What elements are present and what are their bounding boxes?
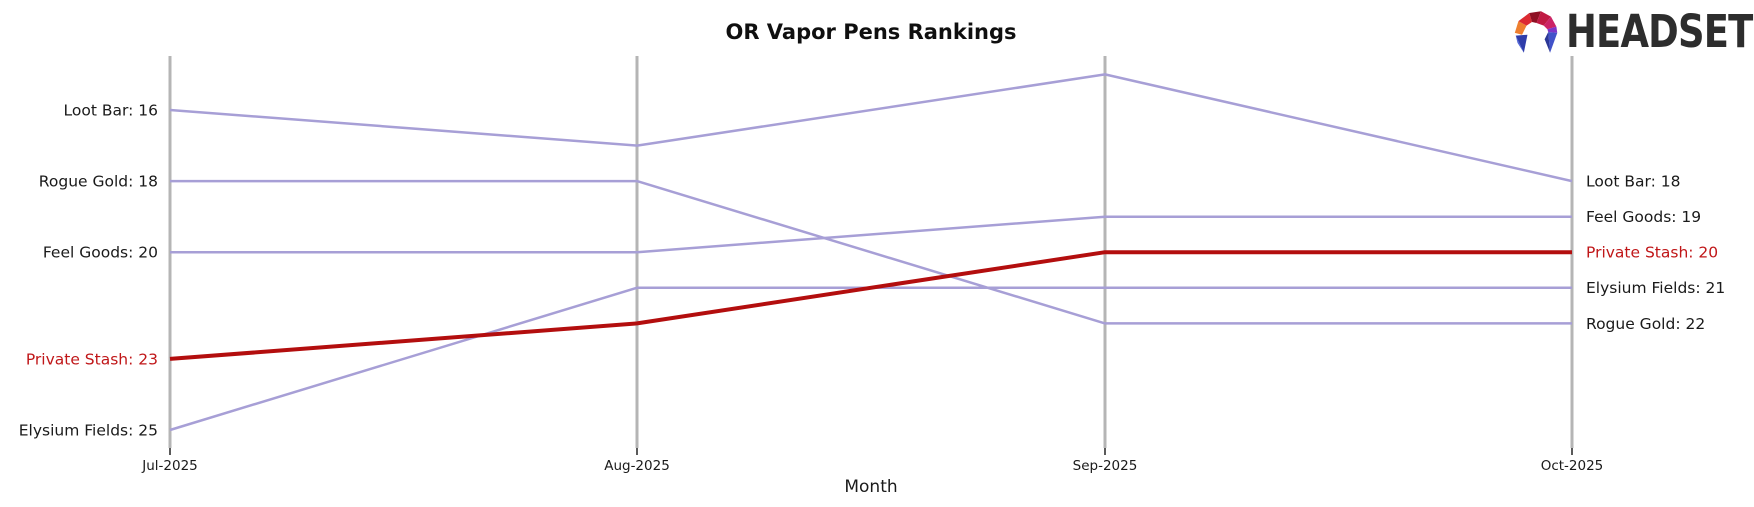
x-tick-label-oct-2025: Oct-2025 [1541, 458, 1604, 474]
left-label-private-stash: Private Stash: 23 [26, 350, 158, 368]
series-line-elysium-fields [169, 286, 1572, 432]
left-label-feel-goods: Feel Goods: 20 [43, 244, 158, 262]
headset-logo: HEADSET [1513, 8, 1754, 56]
series-line-loot-bar [169, 73, 1573, 183]
right-label-private-stash: Private Stash: 20 [1586, 244, 1718, 262]
x-axis-title: Month [844, 477, 898, 497]
left-label-rogue-gold: Rogue Gold: 18 [39, 173, 158, 191]
x-tick-label-aug-2025: Aug-2025 [604, 458, 670, 474]
chart-title: OR Vapor Pens Rankings [725, 20, 1017, 44]
left-label-elysium-fields: Elysium Fields: 25 [19, 421, 158, 439]
series-line-feel-goods [170, 215, 1572, 254]
headset-logo-icon [1514, 11, 1558, 53]
series-line-rogue-gold [170, 179, 1572, 325]
right-label-rogue-gold: Rogue Gold: 22 [1586, 315, 1705, 333]
right-label-elysium-fields: Elysium Fields: 21 [1586, 279, 1725, 297]
right-label-feel-goods: Feel Goods: 19 [1586, 208, 1701, 226]
right-label-loot-bar: Loot Bar: 18 [1586, 173, 1680, 191]
x-tick-label-jul-2025: Jul-2025 [141, 458, 198, 474]
left-label-loot-bar: Loot Bar: 16 [64, 101, 158, 119]
x-tick-label-sep-2025: Sep-2025 [1073, 458, 1138, 474]
headset-logo-wordmark: HEADSET [1566, 5, 1753, 58]
series-line-private-stash [169, 250, 1572, 361]
